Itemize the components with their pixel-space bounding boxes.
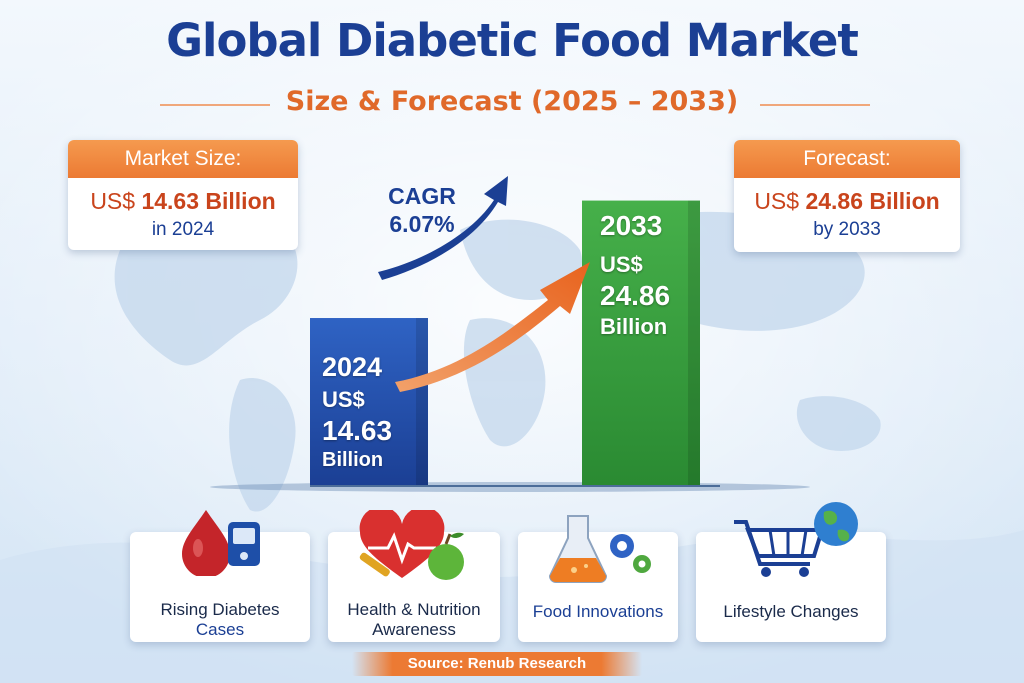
driver-card-health-awareness: Health & Nutrition Awareness [328,510,500,642]
bar-2033-amount: 24.86 [600,280,671,311]
bar-shade-2024 [416,318,428,486]
driver-card-lifestyle-changes: Lifestyle Changes [696,502,886,642]
market-size-value: 14.63 Billion [141,188,276,214]
forecast-value-line: US$ 24.86 Billion [734,188,960,215]
cagr-value: 6.07% [389,211,455,237]
driver-card-rising-diabetes: Rising Diabetes Cases [130,510,310,642]
page-subtitle: Size & Forecast (2025 – 2033) [285,86,739,117]
bar-shade-2033 [688,200,700,486]
market-size-card: Market Size: US$ 14.63 Billion in 2024 [68,140,298,250]
blood-drop-glucometer-icon [182,510,260,576]
market-size-period: in 2024 [151,219,215,240]
driver-label-line2: Cases [195,620,245,639]
market-size-header: Market Size: [68,140,298,178]
forecast-header: Forecast: [734,140,960,178]
growth-arrow [395,262,590,392]
page-title: Global Diabetic Food Market [166,14,859,67]
heart-apple-icon [359,510,464,580]
cagr-label: CAGR [388,183,456,209]
forecast-period: by 2033 [813,219,881,240]
cagr-arrow [378,176,508,280]
bar-2033-labels: 2033 US$ 24.86 Billion [600,210,700,340]
bar-2024-year: 2024 [322,352,383,382]
forecast-card: Forecast: US$ 24.86 Billion by 2033 [734,140,960,252]
driver-label-line1: Rising Diabetes [160,600,280,619]
driver-label-line1: Food Innovations [532,602,664,621]
driver-card-food-innovations: Food Innovations [518,515,678,642]
market-size-currency: US$ [90,188,136,214]
bar-2033-unit: Billion [600,314,668,339]
market-size-value-line: US$ 14.63 Billion [68,188,298,215]
driver-label-line1: Lifestyle Changes [723,602,859,621]
cagr-annotation: CAGR 6.07% [362,182,482,238]
subtitle-row: Size & Forecast (2025 – 2033) [0,86,1024,126]
forecast-currency: US$ [754,188,800,214]
subtitle-rule-right [760,104,870,106]
bar-2024-currency: US$ [322,387,365,412]
bar-2033-year: 2033 [600,210,663,241]
bar-2033 [582,200,700,486]
driver-label-line1: Health & Nutrition [347,600,481,619]
driver-label-line2: Awareness [372,620,456,639]
bar-2024-unit: Billion [322,449,384,471]
bar-2033-currency: US$ [600,252,643,277]
forecast-value: 24.86 Billion [805,188,940,214]
bar-2024-amount: 14.63 [322,415,393,446]
bar-2024 [310,318,428,486]
flask-gears-icon [548,515,651,583]
source-note: Source: Renub Research [352,652,642,676]
cart-globe-icon [734,502,858,577]
subtitle-rule-left [160,104,270,106]
bar-2024-labels: 2024 US$ 14.63 Billion [322,352,422,472]
